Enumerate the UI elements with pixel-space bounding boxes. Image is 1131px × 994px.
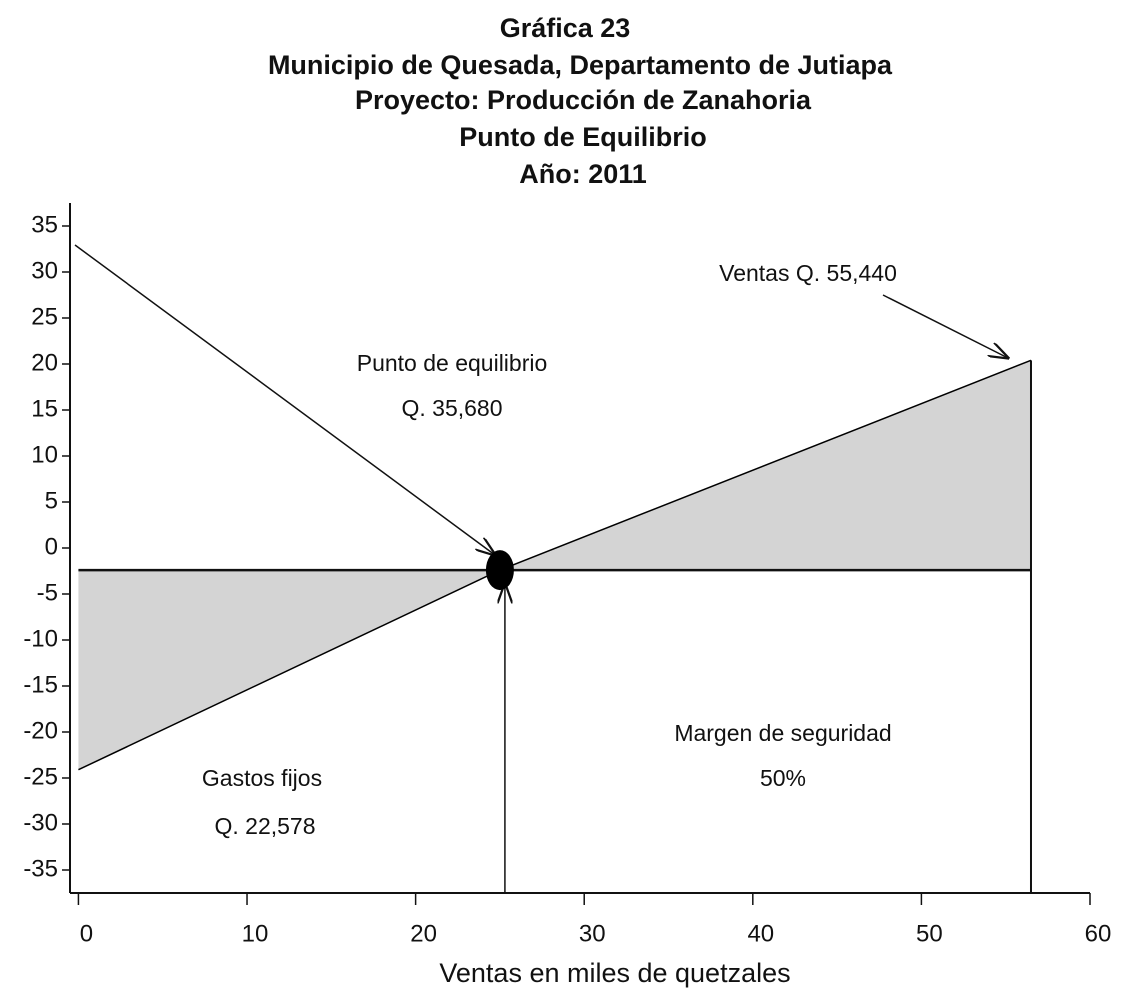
- y-tick-label: -10: [23, 625, 58, 652]
- annotation: Q. 22,578: [214, 813, 315, 839]
- arrow: [882, 294, 1008, 358]
- y-tick-label: 35: [31, 211, 58, 238]
- x-tick-label: 0: [80, 920, 93, 947]
- y-tick-label: 25: [31, 303, 58, 330]
- y-tick-label: -5: [37, 579, 58, 606]
- break-even-point: [485, 550, 514, 591]
- y-tick-label: 30: [31, 257, 58, 284]
- y-tick-label: 0: [45, 533, 58, 560]
- arrow: [74, 244, 495, 555]
- x-axis-label: Ventas en miles de quetzales: [439, 958, 790, 988]
- y-tick-label: -30: [23, 809, 58, 836]
- annotation: Gastos fijos: [202, 765, 322, 791]
- x-tick-label: 50: [916, 920, 943, 947]
- x-tick-label: 60: [1085, 920, 1112, 947]
- x-tick-label: 20: [410, 920, 437, 947]
- y-tick-label: -35: [23, 855, 58, 882]
- x-tick-label: 30: [579, 920, 606, 947]
- y-tick-label: 10: [31, 441, 58, 468]
- annotation: Ventas Q. 55,440: [719, 260, 897, 286]
- x-tick-label: 40: [747, 920, 774, 947]
- chart-title: Punto de Equilibrio: [459, 122, 706, 152]
- annotation: 50%: [760, 765, 806, 791]
- y-tick-label: -25: [23, 763, 58, 790]
- chart-title: Año: 2011: [519, 159, 647, 189]
- annotation: Punto de equilibrio: [357, 350, 548, 376]
- x-tick-label: 10: [242, 920, 269, 947]
- chart-title: Gráfica 23: [500, 13, 631, 43]
- y-tick-label: -20: [23, 717, 58, 744]
- annotation: Margen de seguridad: [674, 720, 891, 746]
- y-tick-label: -15: [23, 671, 58, 698]
- chart-title: Municipio de Quesada, Departamento de Ju…: [268, 50, 893, 80]
- annotation: Q. 35,680: [401, 395, 502, 421]
- y-tick-label: 5: [45, 487, 58, 514]
- y-tick-label: 15: [31, 395, 58, 422]
- y-tick-label: 20: [31, 349, 58, 376]
- chart-title: Proyecto: Producción de Zanahoria: [355, 85, 812, 115]
